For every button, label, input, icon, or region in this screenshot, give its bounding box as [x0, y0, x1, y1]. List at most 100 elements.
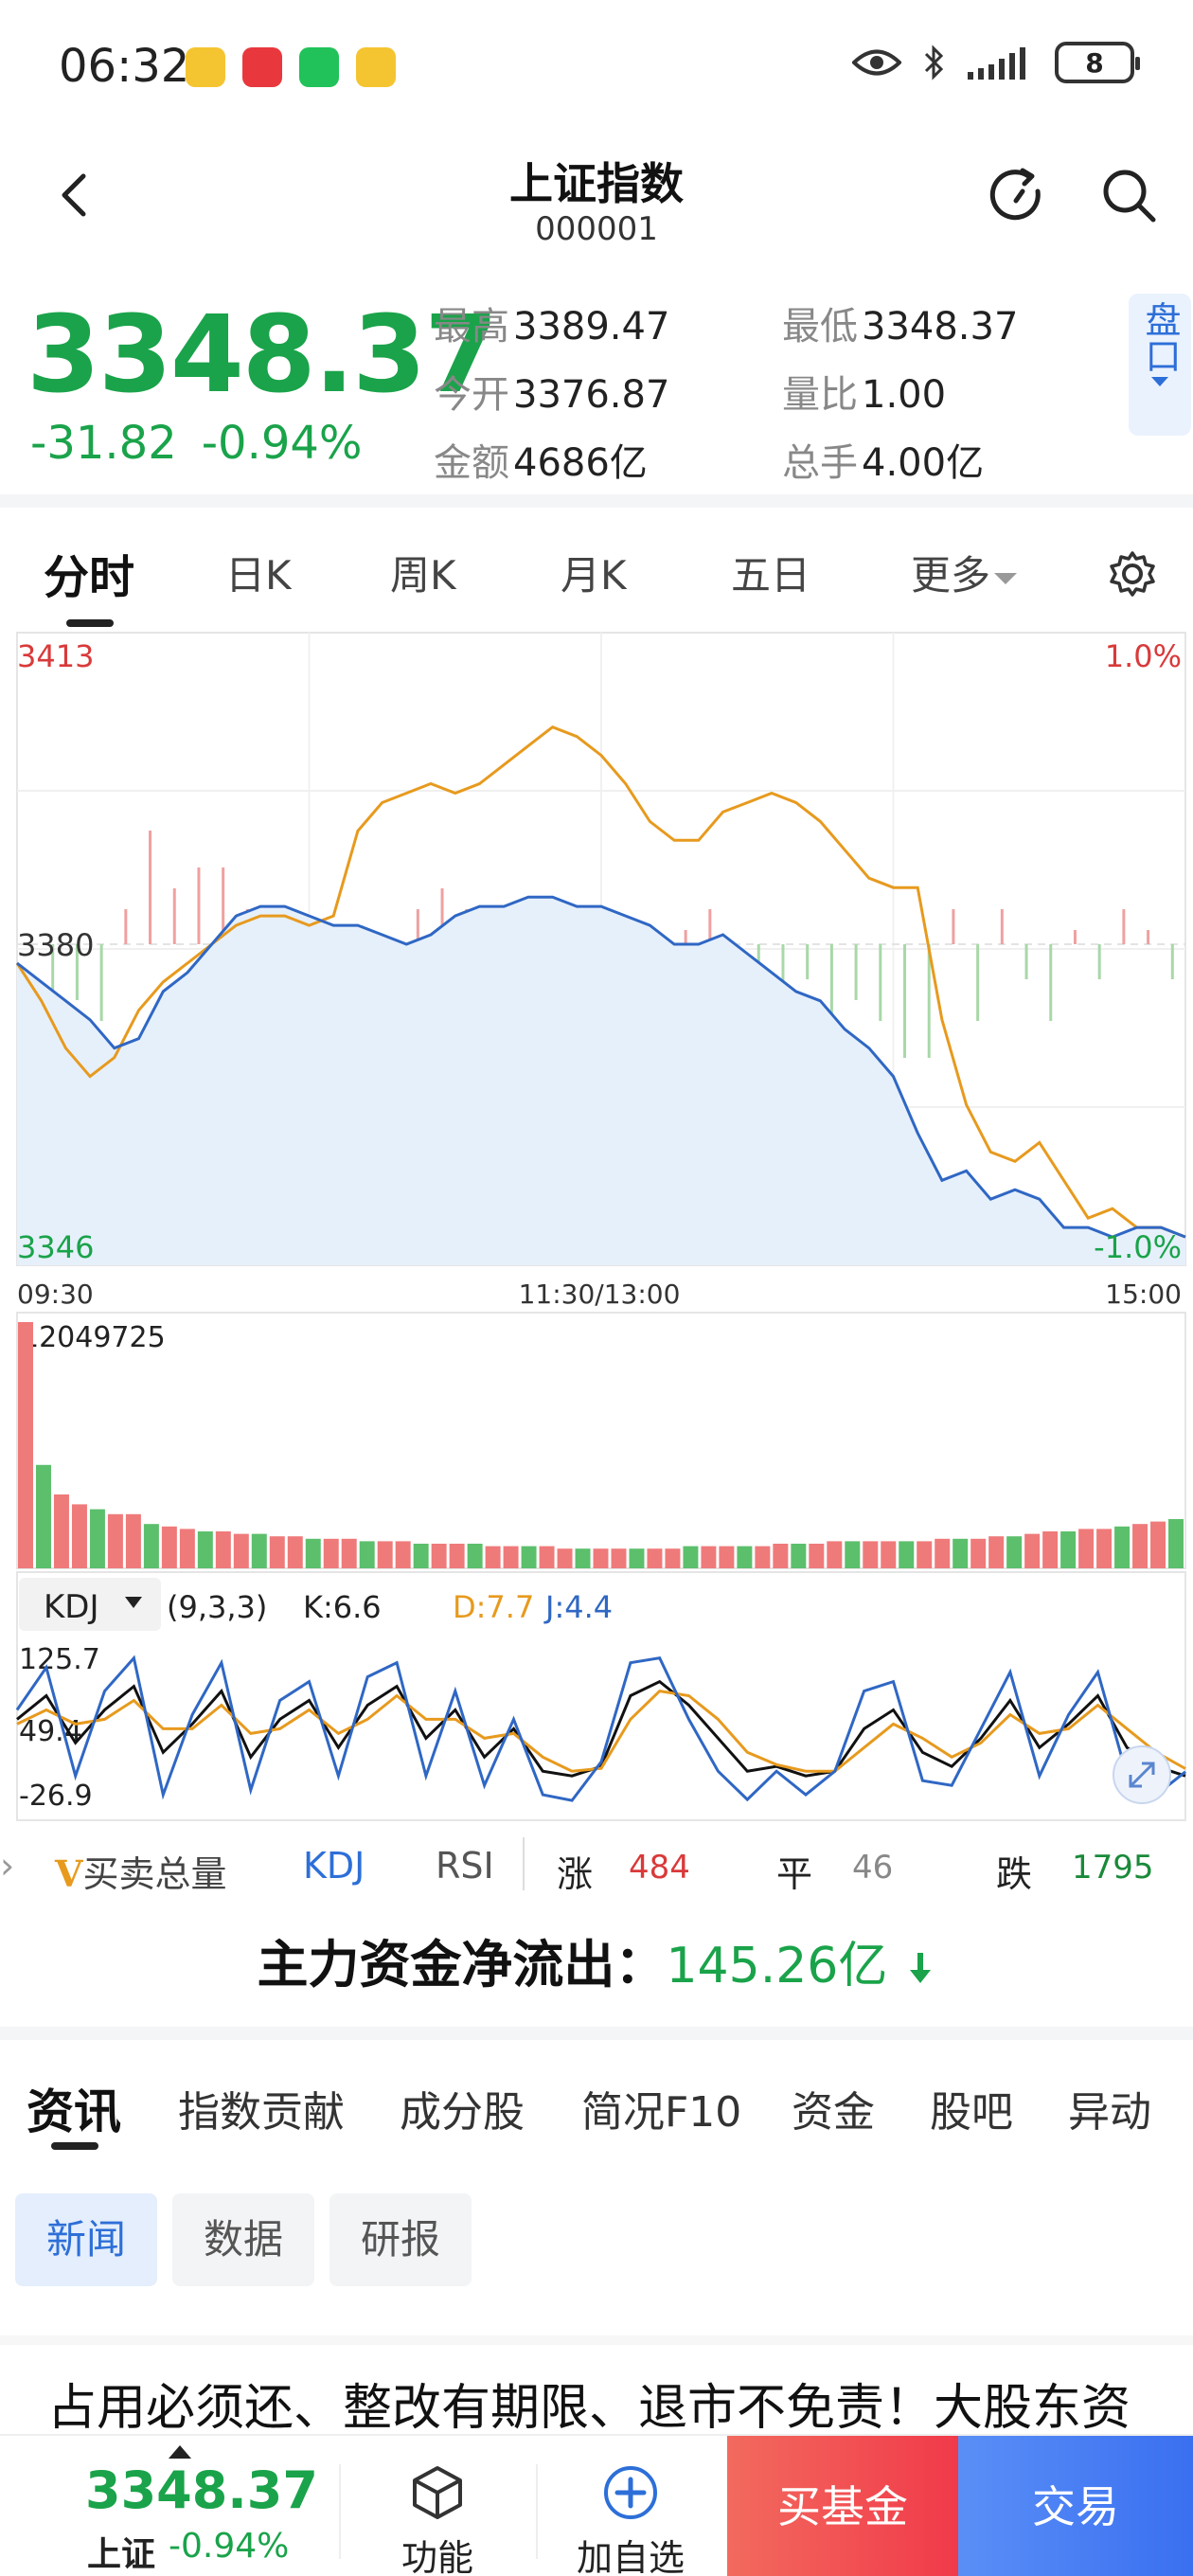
volume-bar	[269, 1536, 285, 1568]
volume-bar	[377, 1541, 393, 1568]
volume-bar	[71, 1504, 87, 1568]
kdj-d-line	[16, 1690, 1186, 1773]
info-tabs: 资讯 指数贡献 成分股 简况F10 资金 股吧 异动	[0, 2046, 1193, 2159]
stat-volume-ratio: 量比 1.00	[782, 373, 947, 417]
volume-bar	[1114, 1526, 1131, 1568]
volume-bar	[485, 1546, 501, 1568]
kdj-d-value: D:7.7	[453, 1589, 534, 1625]
volume-bar	[89, 1509, 105, 1568]
rise-count: 484	[629, 1849, 690, 1887]
bottom-change-percent: -0.94%	[169, 2527, 290, 2566]
tab-five-day[interactable]: 五日	[731, 552, 811, 599]
battery-level: 8	[1085, 46, 1104, 79]
volume-bar	[35, 1464, 51, 1568]
refresh-icon[interactable]	[985, 163, 1051, 229]
buy-fund-button[interactable]: 买基金	[727, 2436, 958, 2576]
tab-monthly-k[interactable]: 月K	[561, 552, 627, 599]
volume-bar	[431, 1544, 447, 1568]
volume-bar	[988, 1536, 1005, 1568]
tab-f10[interactable]: 简况F10	[581, 2088, 742, 2137]
weibo-icon	[186, 47, 225, 87]
signal-icon	[968, 47, 1025, 80]
pankou-label: 盘口	[1139, 301, 1181, 373]
battery-icon: 8	[1055, 42, 1140, 83]
stat-amount: 金额 4686亿	[434, 441, 648, 485]
volume-indicator-tab[interactable]: V买卖总量	[55, 1845, 227, 1897]
kdj-j-line	[15, 1655, 1186, 1802]
x-tick-midday: 11:30/13:00	[519, 1279, 681, 1310]
back-icon[interactable]	[47, 167, 104, 224]
fall-label: 跌	[996, 1853, 1033, 1895]
volume-bar	[593, 1548, 609, 1568]
tab-intraday[interactable]: 分时	[44, 551, 135, 604]
index-price-line	[16, 895, 1186, 1239]
tab-constituents[interactable]: 成分股	[400, 2088, 525, 2137]
function-label: 功能	[401, 2537, 473, 2576]
volume-bar	[467, 1544, 483, 1568]
subtab-news[interactable]: 新闻	[15, 2193, 157, 2286]
volume-bar	[1168, 1519, 1184, 1568]
gear-icon[interactable]	[1108, 549, 1157, 599]
add-watchlist-button[interactable]: 加自选	[555, 2445, 706, 2576]
tab-more[interactable]: 更多	[911, 544, 1018, 601]
volume-indicator-label: 买卖总量	[82, 1853, 227, 1895]
volume-max-label: 12049725	[21, 1321, 166, 1354]
bottom-index-name: 上证	[87, 2535, 156, 2574]
x-tick-close: 15:00	[1105, 1279, 1182, 1310]
tab-forum[interactable]: 股吧	[930, 2088, 1013, 2137]
rsi-indicator-tab[interactable]: RSI	[436, 1845, 494, 1887]
volume-bar	[179, 1529, 195, 1568]
tab-anomaly[interactable]: 异动	[1068, 2088, 1151, 2137]
indicator-bar: › V买卖总量 KDJ RSI 涨 484 平 46 跌 1795	[0, 1828, 1193, 1904]
tab-index-contribution[interactable]: 指数贡献	[178, 2088, 345, 2137]
caret-up-icon[interactable]	[169, 2445, 191, 2459]
function-button[interactable]: 功能	[362, 2445, 513, 2576]
page-title: 上证指数	[509, 158, 684, 209]
kdj-j-value: J:4.4	[543, 1589, 613, 1625]
flat-count: 46	[852, 1849, 894, 1887]
chart-period-tabs: 分时 日K 周K 月K 五日 更多	[0, 511, 1193, 627]
volume-bar	[161, 1526, 177, 1568]
fall-count: 1795	[1072, 1849, 1154, 1887]
status-time: 06:32	[59, 40, 190, 93]
fund-flow-label: 主力资金净流出：	[257, 1935, 667, 1995]
tab-more-label: 更多	[911, 552, 991, 599]
volume-bar	[233, 1533, 249, 1568]
volume-bar	[881, 1541, 897, 1568]
tab-funds[interactable]: 资金	[792, 2088, 875, 2137]
pankou-button[interactable]: 盘口	[1129, 294, 1191, 436]
expand-arrow-icon	[1129, 1762, 1155, 1788]
kdj-k-value: K:6.6	[303, 1589, 382, 1625]
subtab-research[interactable]: 研报	[329, 2193, 472, 2286]
volume-bar	[125, 1513, 141, 1568]
chart-area[interactable]: 3413 3380 3346 1.0% -1.0% 09:30 11:30/13:00 15:…	[0, 625, 1193, 1828]
triangle-down-icon	[994, 572, 1018, 584]
stat-open: 今开 3376.87	[434, 373, 670, 417]
subtab-data[interactable]: 数据	[172, 2193, 314, 2286]
x-tick-open: 09:30	[17, 1279, 94, 1310]
weibo-icon	[356, 47, 396, 87]
kdj-chart-frame	[16, 1571, 1186, 1821]
volume-bar	[917, 1541, 933, 1568]
fund-flow-summary[interactable]: 主力资金净流出：145.26亿	[0, 1923, 1193, 2008]
tab-daily-k[interactable]: 日K	[225, 552, 292, 599]
volume-bar	[359, 1541, 375, 1568]
eye-icon	[852, 49, 901, 76]
volume-bar	[107, 1513, 123, 1568]
stat-high: 最高 3389.47	[434, 305, 670, 349]
kdj-selector-label: KDJ	[44, 1588, 99, 1626]
volume-bar	[18, 1322, 33, 1568]
kdj-selector-bg	[19, 1578, 161, 1631]
fund-flow-value: 145.26亿	[666, 1938, 888, 1995]
tab-news-info[interactable]: 资讯	[27, 2084, 121, 2139]
search-icon[interactable]	[1096, 163, 1163, 229]
add-watchlist-label: 加自选	[576, 2537, 685, 2576]
tab-weekly-k[interactable]: 周K	[390, 552, 456, 599]
kdj-indicator-tab[interactable]: KDJ	[303, 1845, 365, 1887]
volume-bar	[683, 1546, 699, 1568]
current-price: 3348.37	[27, 294, 498, 417]
news-headline[interactable]: 占用必须还、整改有期限、退市不免责！大股东资	[47, 2380, 1131, 2437]
volume-bar	[575, 1548, 591, 1568]
trade-button[interactable]: 交易	[958, 2436, 1193, 2576]
volume-bar	[1006, 1536, 1023, 1568]
